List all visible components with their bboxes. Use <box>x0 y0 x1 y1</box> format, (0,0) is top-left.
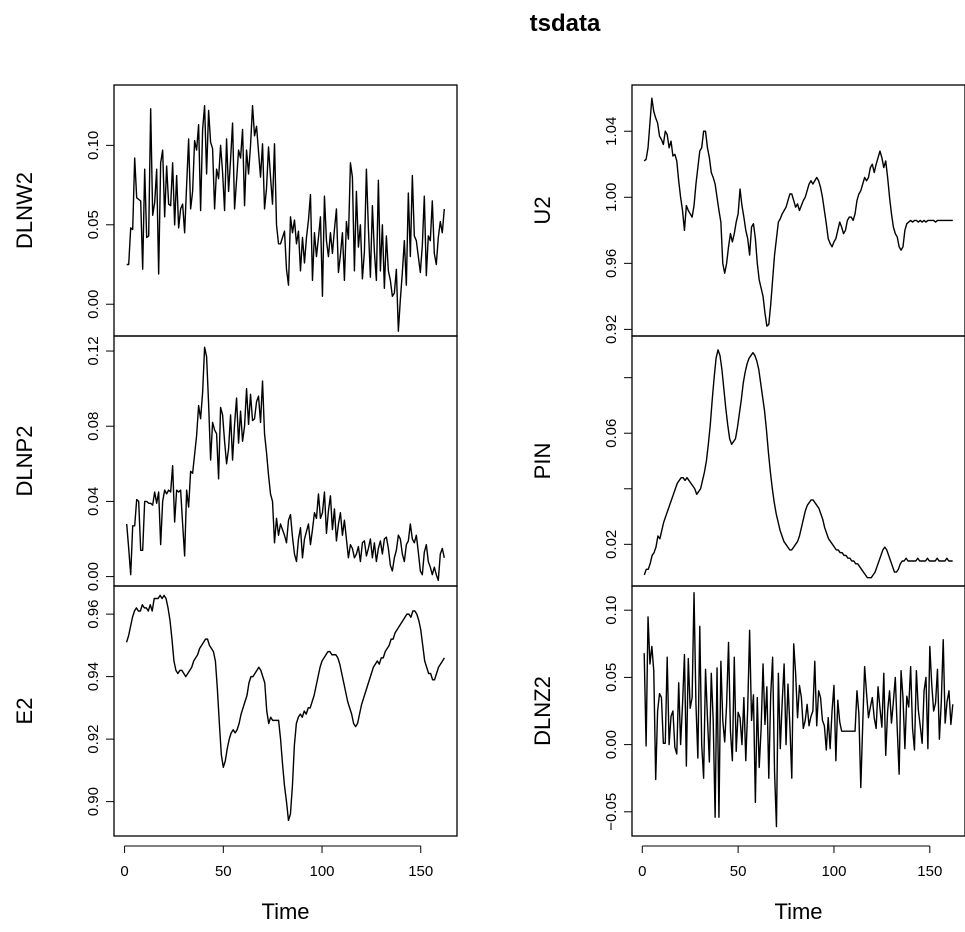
y-axis-label: DLNW2 <box>12 172 37 249</box>
x-tick-label: 100 <box>821 863 846 880</box>
x-axis-label: Time <box>261 899 309 924</box>
x-tick-label: 150 <box>917 863 942 880</box>
panel-frame <box>631 335 965 587</box>
panel-e2: 0.90 0.92 0.94 0.96 E2 0 50 100 150 Time <box>12 585 458 924</box>
panel-frame <box>631 585 965 837</box>
y-tick-label: 1.04 <box>603 117 620 146</box>
y-tick-label: 0.00 <box>85 562 102 591</box>
panel-dlnp2: 0.00 0.04 0.08 0.12 DLNP2 <box>12 335 458 591</box>
y-tick-label: 0.92 <box>85 725 102 754</box>
y-axis-label: DLNP2 <box>12 426 37 497</box>
panel-pin: 0.02 0.06 PIN <box>530 335 965 587</box>
y-tick-label: 1.00 <box>603 183 620 212</box>
x-tick-label: 50 <box>215 863 232 880</box>
panel-u2: 0.92 0.96 1.00 1.04 U2 <box>530 84 965 344</box>
y-axis-label: DLNZ2 <box>530 676 555 746</box>
y-tick-label: 0.94 <box>85 662 102 691</box>
panel-dlnz2: −0.05 0.00 0.05 0.10 DLNZ2 0 50 100 150 Time <box>530 585 965 924</box>
y-tick-label: 0.02 <box>603 530 620 559</box>
panel-dlnw2: 0.00 0.05 0.10 DLNW2 <box>12 84 458 337</box>
y-axis-label: PIN <box>530 443 555 480</box>
x-tick-label: 0 <box>638 863 646 880</box>
chart-title: tsdata <box>530 10 601 37</box>
series-line-dlnp2 <box>126 346 445 582</box>
series-line-dlnw2 <box>126 104 445 332</box>
x-tick-label: 150 <box>408 863 433 880</box>
x-axis-label: Time <box>774 899 822 924</box>
x-tick-label: 0 <box>120 863 128 880</box>
y-tick-label: −0.05 <box>603 793 620 831</box>
y-tick-label: 0.00 <box>85 290 102 319</box>
series-line-dlnz2 <box>643 592 954 828</box>
series-line-e2 <box>125 594 446 822</box>
y-tick-label: 0.12 <box>85 336 102 365</box>
y-tick-label: 0.10 <box>603 596 620 625</box>
y-tick-label: 0.05 <box>603 663 620 692</box>
y-tick-label: 0.96 <box>603 249 620 278</box>
series-line-pin <box>643 349 953 579</box>
y-tick-label: 0.00 <box>603 730 620 759</box>
y-tick-label: 0.90 <box>85 787 102 816</box>
y-tick-label: 0.92 <box>603 315 620 344</box>
y-tick-label: 0.05 <box>85 210 102 239</box>
y-axis-label: U2 <box>530 196 555 224</box>
y-tick-label: 0.96 <box>85 600 102 629</box>
series-line-u2 <box>643 97 953 327</box>
y-axis-label: E2 <box>12 698 37 725</box>
y-tick-label: 0.10 <box>85 131 102 160</box>
y-tick-label: 0.06 <box>603 419 620 448</box>
chart-panels: 0.000.050.10DLNW20.000.040.080.12DLNP20.… <box>12 84 965 924</box>
x-tick-label: 100 <box>310 863 335 880</box>
y-tick-label: 0.08 <box>85 412 102 441</box>
y-tick-label: 0.04 <box>85 487 102 516</box>
panel-frame <box>113 585 458 837</box>
x-tick-label: 50 <box>730 863 747 880</box>
